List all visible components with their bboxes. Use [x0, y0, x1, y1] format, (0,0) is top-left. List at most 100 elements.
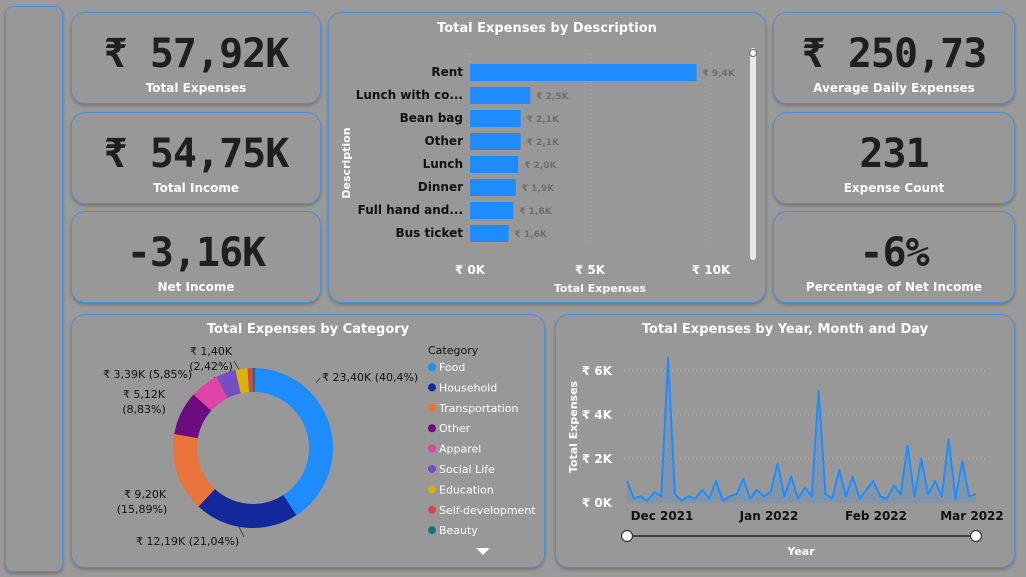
- bar-category-label: Lunch with co...: [356, 88, 463, 102]
- line-chart-xtick: Mar 2022: [940, 509, 1004, 523]
- legend-item-self-development[interactable]: Self-development: [439, 504, 536, 517]
- kpi-label: Total Income: [153, 181, 239, 195]
- slice-label-text: ₹ 23,40K (40,4%): [322, 371, 418, 384]
- line-chart-title: Total Expenses by Year, Month and Day: [641, 322, 929, 337]
- bar-value-label: ₹ 1,8K: [519, 207, 552, 217]
- slice-label-other: ₹ 5,12K (8,83%): [122, 388, 166, 416]
- bar-chart-card[interactable]: Total Expenses by Description Descriptio…: [328, 12, 766, 303]
- bar-value-label: ₹ 2,1K: [527, 115, 560, 125]
- kpi-value: ₹ 250,73: [801, 31, 988, 77]
- bar-other[interactable]: [470, 133, 521, 150]
- line-chart-ytick: ₹ 2K: [582, 452, 613, 466]
- bar-chart-xtick: ₹ 10K: [692, 263, 731, 277]
- slice-label-text: ₹ 1,40K: [190, 345, 233, 358]
- bar-full-hand-and[interactable]: [470, 202, 514, 219]
- bar-category-label: Bus ticket: [395, 226, 463, 240]
- slice-education[interactable]: [235, 368, 250, 394]
- slice-label-text: ₹ 5,12K: [123, 388, 166, 401]
- line-series[interactable]: [626, 356, 977, 502]
- legend-item-other[interactable]: Other: [439, 422, 471, 435]
- legend-item-apparel[interactable]: Apparel: [439, 443, 481, 456]
- scrollbar-thumb[interactable]: [750, 48, 756, 260]
- legend-swatch: [428, 383, 436, 392]
- legend-item-beauty[interactable]: Beauty: [439, 524, 478, 537]
- date-slider-end-handle[interactable]: [969, 529, 983, 543]
- slice-label-social-life: ₹ 1,40K (2,42%): [189, 345, 241, 373]
- slice-label-household: ₹ 12,19K (21,04%): [136, 526, 245, 548]
- slice-label-text: (15,89%): [117, 503, 168, 516]
- kpi-value: 231: [859, 131, 929, 177]
- legend-swatch: [428, 424, 436, 433]
- legend-item-social-life[interactable]: Social Life: [439, 463, 495, 476]
- legend-swatch: [428, 505, 436, 514]
- slice-transportation[interactable]: [173, 433, 215, 507]
- line-area: [627, 357, 976, 503]
- bar-bean-bag[interactable]: [470, 110, 521, 127]
- line-chart-xtick: Jan 2022: [739, 509, 799, 523]
- line-chart-xtick: Dec 2021: [631, 509, 694, 523]
- slice-label-text: ₹ 12,19K (21,04%): [136, 535, 239, 548]
- legend-swatch: [428, 465, 436, 473]
- bar-value-label: ₹ 1,9K: [522, 184, 555, 194]
- kpi-value: -3,16K: [126, 230, 267, 276]
- line-chart[interactable]: Total Expenses ₹ 6K ₹ 4K ₹ 2K ₹ 0K Dec 2…: [556, 315, 1016, 569]
- bar-dinner[interactable]: [470, 179, 516, 196]
- line-chart-ylabel: Total Expenses: [567, 380, 580, 473]
- slice-other[interactable]: [174, 394, 212, 439]
- bar-chart-title: Total Expenses by Description: [437, 21, 657, 36]
- kpi-expense-count: 231 Expense Count: [773, 112, 1015, 204]
- legend-swatch: [428, 363, 436, 371]
- slice-household[interactable]: [198, 489, 297, 528]
- scroll-up-icon[interactable]: [749, 49, 757, 57]
- bar-bus-ticket[interactable]: [470, 225, 509, 242]
- legend-swatch: [428, 403, 436, 412]
- legend-swatch: [428, 485, 436, 494]
- slice-social-life[interactable]: [216, 369, 241, 399]
- legend-swatch: [428, 444, 436, 453]
- donut-chart-card[interactable]: Total Expenses by Category Category ₹ 23…: [71, 314, 545, 568]
- slice-beauty[interactable]: [252, 368, 256, 393]
- bar-value-label: ₹ 2,1K: [527, 138, 560, 148]
- slice-self-development[interactable]: [247, 368, 253, 393]
- slice-food[interactable]: [254, 368, 333, 516]
- slice-apparel[interactable]: [193, 376, 228, 411]
- bar-value-label: ₹ 1,6K: [515, 230, 548, 240]
- legend-item-transportation[interactable]: Transportation: [438, 402, 518, 415]
- slice-label-text: ₹ 9,20K: [124, 488, 167, 501]
- line-chart-ytick: ₹ 0K: [582, 496, 613, 510]
- kpi-label: Net Income: [157, 280, 235, 294]
- slice-label-food: ₹ 23,40K (40,4%): [315, 371, 418, 384]
- donut-chart[interactable]: Category ₹ 23,40K (40,4%) ₹ 12,19K (21,0…: [72, 315, 546, 569]
- bar-chart-xtick: ₹ 5K: [575, 263, 606, 277]
- bar-chart[interactable]: Description Total Expenses ₹ 0K ₹ 5K ₹ 1…: [329, 13, 767, 304]
- legend-item-household[interactable]: Household: [439, 381, 497, 394]
- legend-swatch: [428, 526, 436, 535]
- bar-category-label: Dinner: [418, 180, 463, 194]
- bar-chart-xlabel: Total Expenses: [554, 282, 647, 295]
- slice-label-transportation: ₹ 9,20K (15,89%): [117, 488, 168, 516]
- legend-item-education[interactable]: Education: [439, 483, 494, 496]
- bar-category-label: Full hand and...: [358, 203, 463, 217]
- kpi-value: -6%: [859, 230, 929, 276]
- slice-label-text: (2,42%): [189, 360, 233, 373]
- line-chart-ytick: ₹ 6K: [582, 364, 613, 378]
- kpi-label: Total Expenses: [145, 81, 247, 95]
- kpi-label: Percentage of Net Income: [805, 280, 983, 294]
- bar-value-label: ₹ 9,4K: [703, 69, 736, 79]
- donut-chart-title: Total Expenses by Category: [206, 322, 410, 337]
- date-slider-start-handle[interactable]: [620, 529, 634, 543]
- bar-lunch-with-co[interactable]: [470, 87, 531, 104]
- bar-lunch[interactable]: [470, 156, 519, 173]
- chevron-down-icon[interactable]: [476, 548, 490, 555]
- line-chart-card[interactable]: Total Expenses by Year, Month and Day To…: [555, 314, 1015, 568]
- bar-rent[interactable]: [470, 64, 697, 81]
- kpi-average-daily: ₹ 250,73 Average Daily Expenses: [773, 12, 1015, 104]
- bar-chart-ylabel: Description: [340, 127, 353, 198]
- kpi-net-income: -3,16K Net Income: [71, 211, 321, 303]
- kpi-label: Average Daily Expenses: [813, 81, 975, 95]
- kpi-value: ₹ 54,75K: [103, 131, 290, 177]
- kpi-total-expenses: ₹ 57,92K Total Expenses: [71, 12, 321, 104]
- kpi-total-income: ₹ 54,75K Total Income: [71, 112, 321, 204]
- legend-item-food[interactable]: Food: [439, 361, 465, 374]
- bar-category-label: Bean bag: [400, 111, 463, 125]
